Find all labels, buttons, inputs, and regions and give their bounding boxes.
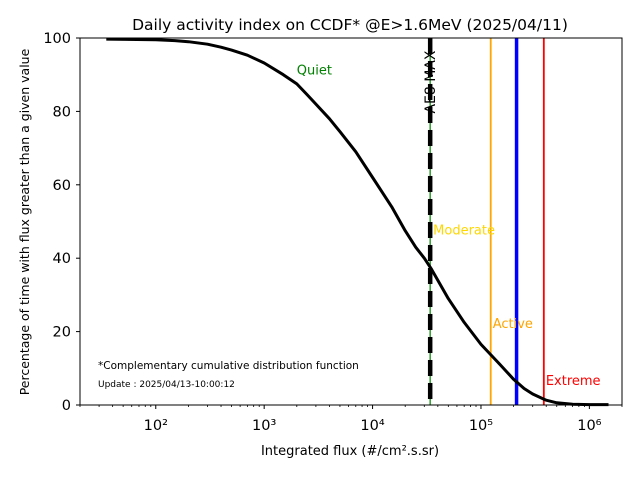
x-tick-label: 10⁵ [469, 418, 493, 434]
x-tick-label: 10³ [252, 418, 276, 434]
annotation-quiet: Quiet [297, 64, 332, 79]
annotation-active: Active [493, 317, 533, 332]
y-tick-label: 0 [62, 398, 71, 414]
y-tick-label: 60 [53, 178, 71, 194]
annotation-ae8-max: AE8 MAX [423, 50, 439, 113]
chart-title: Daily activity index on CCDF* @E>1.6MeV … [132, 16, 568, 34]
footnote-text: *Complementary cumulative distribution f… [98, 360, 359, 372]
y-tick-label: 40 [53, 251, 71, 267]
x-tick-label: 10² [144, 418, 168, 434]
ccdf-series-line-0 [106, 37, 609, 407]
annotation-extreme: Extreme [546, 374, 601, 389]
y-axis-label: Percentage of time with flux greater tha… [17, 48, 32, 395]
y-tick-label: 20 [53, 325, 71, 341]
plot-frame [79, 37, 623, 406]
y-tick-label: 80 [53, 104, 71, 120]
plot-area: 0 20 40 60 80 100 10² 10³ 10⁴ 10⁵ 10⁶ Quiet Moderate… [43, 31, 623, 434]
update-text: Update : 2025/04/13-10:00:12 [98, 380, 235, 390]
annotation-moderate: Moderate [433, 223, 495, 238]
x-axis-label: Integrated flux (#/cm².s.sr) [261, 444, 439, 459]
x-tick-label: 10⁴ [360, 418, 384, 434]
y-tick-label: 100 [43, 31, 71, 47]
x-tick-label: 10⁶ [577, 418, 601, 434]
